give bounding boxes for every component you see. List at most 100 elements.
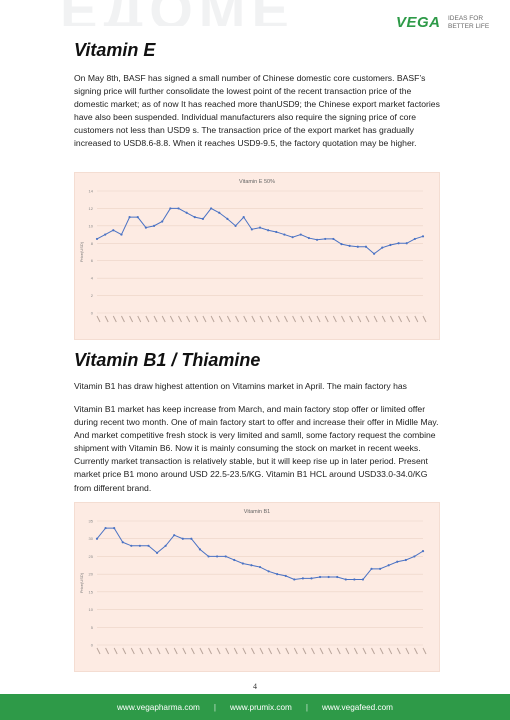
data-point: [190, 537, 193, 540]
y-tick-label: 6: [91, 258, 94, 263]
data-point: [405, 242, 408, 245]
footer-link-vegapharma[interactable]: www.vegapharma.com: [117, 702, 200, 712]
data-point: [130, 544, 133, 547]
y-axis-label: Price(USD): [79, 241, 84, 262]
data-point: [121, 541, 124, 544]
x-tick-mark: [267, 315, 272, 323]
x-tick-mark: [139, 647, 144, 655]
data-point: [275, 230, 278, 234]
x-tick-mark: [113, 647, 118, 655]
x-tick-mark: [300, 315, 305, 323]
x-tick-mark: [328, 647, 333, 655]
y-axis-label: Price(USD): [79, 572, 84, 593]
x-tick-mark: [285, 647, 290, 655]
x-tick-mark: [381, 315, 386, 323]
x-tick-mark: [398, 315, 402, 323]
x-tick-mark: [165, 647, 170, 655]
x-tick-mark: [413, 647, 418, 655]
data-point: [344, 578, 347, 581]
y-tick-label: 30: [89, 536, 94, 541]
x-tick-mark: [311, 647, 315, 655]
data-point: [233, 558, 236, 562]
data-point: [198, 548, 202, 551]
data-point: [120, 233, 123, 236]
x-tick-mark: [371, 647, 375, 655]
x-tick-mark: [259, 647, 264, 655]
y-tick-label: 15: [89, 589, 94, 594]
x-tick-mark: [210, 315, 215, 323]
data-point: [147, 544, 150, 547]
data-point: [267, 229, 270, 232]
data-point: [356, 245, 359, 248]
x-tick-mark: [122, 647, 127, 655]
data-point: [138, 544, 141, 547]
data-point: [210, 207, 213, 210]
data-point: [144, 226, 147, 229]
x-tick-mark: [96, 647, 101, 655]
data-point: [185, 211, 188, 214]
series-line: [96, 207, 424, 255]
data-point: [177, 207, 180, 210]
section-title-vitamin-e: Vitamin E: [74, 40, 156, 60]
paragraph-vitamin-b1: Vitamin B1 market has keep increase from…: [74, 404, 439, 493]
data-point: [283, 233, 286, 236]
data-point: [95, 537, 99, 540]
data-point: [364, 245, 368, 248]
x-tick-mark: [341, 315, 345, 323]
data-point: [299, 233, 302, 236]
data-point: [104, 233, 107, 236]
x-tick-mark: [96, 315, 101, 323]
data-point: [201, 217, 205, 220]
x-tick-mark: [178, 315, 182, 323]
x-tick-mark: [161, 315, 166, 323]
data-point: [348, 244, 351, 247]
data-point: [379, 567, 382, 570]
data-point: [307, 236, 310, 240]
x-tick-mark: [357, 315, 362, 323]
x-tick-mark: [233, 647, 238, 655]
chart-vitamin-e: Vitamin E 50% Price(USD) 0 2 4 6 8 10 12 14: [74, 172, 440, 340]
footer-link-vegafeed[interactable]: www.vegafeed.com: [321, 702, 393, 712]
data-point: [397, 242, 400, 245]
vega-logo: VEGA IDEAS FOR BETTER LIFE: [396, 12, 496, 34]
data-point: [340, 243, 343, 246]
data-point: [327, 575, 330, 579]
vitamin-b1-price-chart: Vitamin B1 Price(USD) 0 5 10 15 20 25 30 35: [79, 509, 427, 655]
data-point: [293, 578, 296, 581]
x-tick-mark: [112, 315, 117, 323]
data-point: [301, 577, 304, 580]
y-tick-label: 35: [89, 519, 94, 524]
data-point: [404, 558, 407, 562]
footer-link-prumix[interactable]: www.prumix.com: [229, 702, 292, 712]
x-tick-mark: [169, 315, 174, 323]
data-point: [315, 238, 319, 241]
x-tick-mark: [173, 647, 178, 655]
y-tick-label: 0: [91, 643, 94, 648]
x-tick-mark: [105, 647, 110, 655]
logo-tagline: IDEAS FOR BETTER LIFE: [448, 15, 490, 30]
x-tick-mark: [319, 647, 324, 655]
data-point: [421, 235, 425, 238]
data-point: [152, 224, 156, 227]
x-tick-mark: [345, 647, 350, 655]
paragraph-vitamin-e: On May 8th, BASF has signed a small numb…: [74, 73, 440, 149]
series-line: [96, 527, 424, 580]
x-tick-mark: [226, 315, 231, 323]
chart-title: Vitamin B1: [244, 509, 271, 515]
paragraph-vitamin-b1-intro: Vitamin B1 has draw highest attention on…: [74, 381, 407, 391]
x-tick-mark: [353, 647, 358, 655]
x-tick-mark: [251, 315, 256, 323]
x-tick-mark: [268, 647, 273, 655]
data-point: [318, 575, 322, 579]
x-tick-mark: [194, 315, 199, 323]
x-tick-mark: [302, 647, 307, 655]
data-point: [113, 526, 116, 530]
x-tick-mark: [156, 647, 161, 655]
x-tick-mark: [148, 647, 152, 655]
data-point: [332, 237, 335, 241]
x-tick-mark: [276, 647, 281, 655]
x-tick-mark: [292, 315, 297, 323]
data-point: [207, 555, 210, 558]
data-point: [258, 226, 262, 229]
data-point: [226, 217, 229, 220]
